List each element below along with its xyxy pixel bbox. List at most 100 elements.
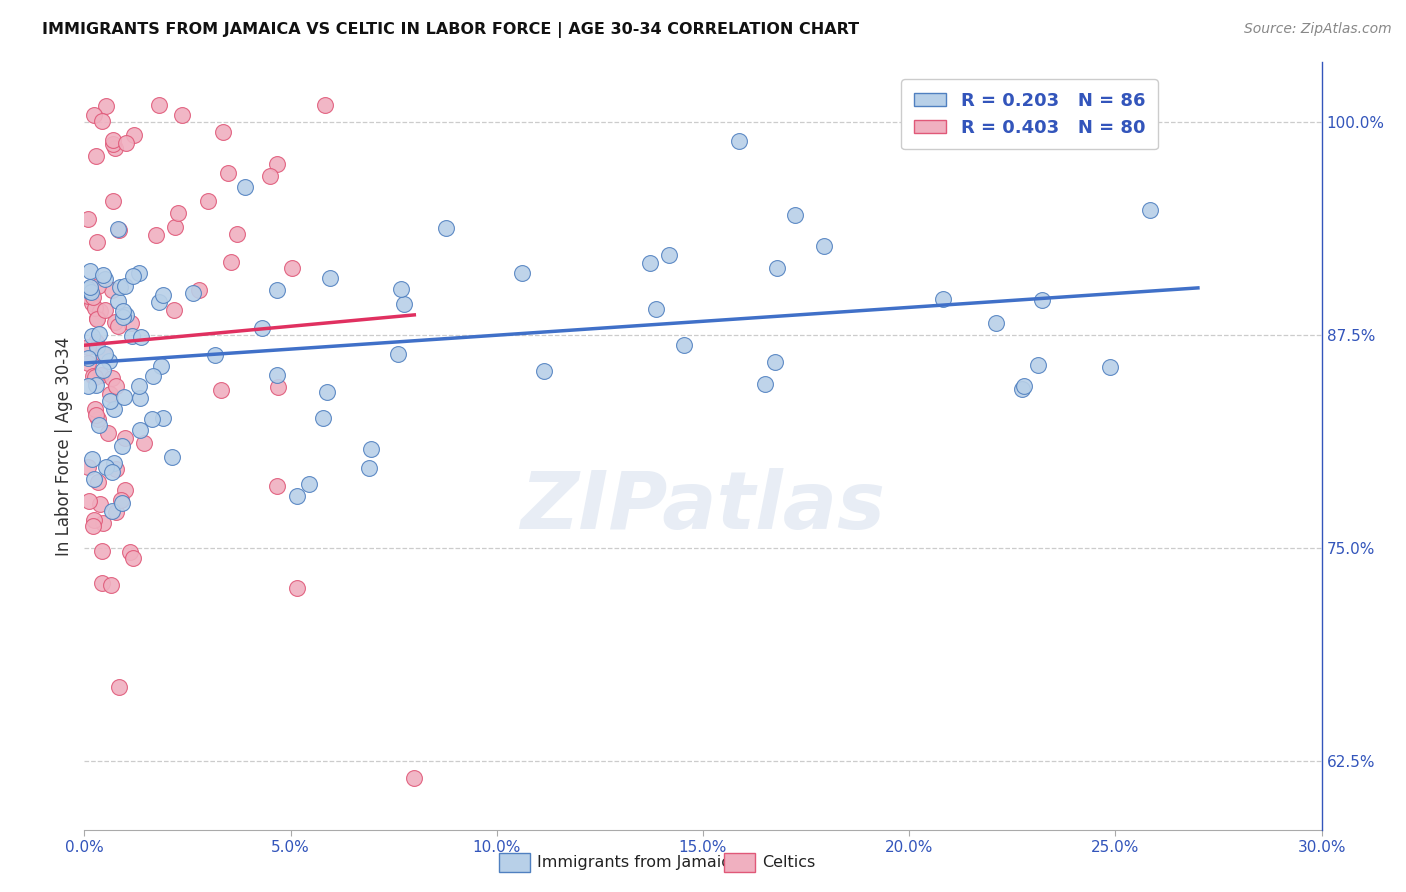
- Point: [148, 295, 170, 310]
- Point: [204, 348, 226, 362]
- Point: [87, 278, 110, 293]
- Point: [82, 518, 104, 533]
- Point: [285, 582, 308, 596]
- Point: [314, 98, 336, 112]
- Point: [121, 551, 143, 566]
- Point: [533, 364, 555, 378]
- Point: [197, 194, 219, 209]
- Point: [86, 475, 108, 490]
- Point: [94, 460, 117, 475]
- Point: [111, 304, 134, 318]
- Point: [83, 108, 105, 122]
- Point: [101, 194, 124, 208]
- Text: IMMIGRANTS FROM JAMAICA VS CELTIC IN LABOR FORCE | AGE 30-34 CORRELATION CHART: IMMIGRANTS FROM JAMAICA VS CELTIC IN LAB…: [42, 22, 859, 38]
- Point: [104, 315, 127, 329]
- Point: [98, 354, 121, 368]
- Point: [672, 338, 695, 352]
- Point: [93, 362, 115, 376]
- Point: [98, 387, 121, 401]
- Point: [404, 772, 426, 786]
- Point: [163, 220, 186, 235]
- Point: [221, 255, 243, 269]
- Point: [100, 283, 122, 297]
- Point: [266, 479, 288, 493]
- Point: [86, 311, 108, 326]
- Point: [387, 347, 409, 361]
- Point: [160, 450, 183, 464]
- Point: [209, 383, 232, 397]
- Point: [188, 283, 211, 297]
- Point: [984, 316, 1007, 330]
- Point: [434, 220, 457, 235]
- Point: [89, 497, 111, 511]
- Point: [163, 302, 186, 317]
- Point: [783, 208, 806, 222]
- Point: [91, 114, 114, 128]
- Point: [259, 169, 281, 183]
- Point: [77, 379, 100, 393]
- Point: [93, 268, 115, 283]
- Point: [97, 425, 120, 440]
- Point: [145, 228, 167, 243]
- Point: [104, 505, 127, 519]
- Point: [80, 328, 103, 343]
- Point: [183, 286, 205, 301]
- Point: [754, 376, 776, 391]
- Point: [141, 412, 163, 426]
- Point: [91, 516, 114, 531]
- Point: [103, 456, 125, 470]
- Point: [84, 149, 107, 163]
- Point: [266, 283, 288, 297]
- Point: [84, 334, 107, 349]
- Point: [148, 98, 170, 112]
- Point: [510, 266, 533, 280]
- Point: [107, 318, 129, 333]
- Point: [932, 293, 955, 307]
- Point: [89, 303, 111, 318]
- Point: [225, 227, 247, 241]
- Point: [77, 356, 100, 370]
- Point: [128, 266, 150, 280]
- Point: [392, 296, 415, 310]
- Point: [84, 301, 107, 315]
- Point: [90, 368, 112, 383]
- Point: [1098, 360, 1121, 375]
- Point: [108, 280, 131, 294]
- Point: [77, 284, 100, 298]
- Point: [100, 504, 122, 518]
- Point: [98, 394, 121, 409]
- Point: [112, 310, 135, 325]
- Point: [638, 256, 661, 270]
- Point: [77, 459, 100, 474]
- Point: [77, 494, 100, 508]
- Point: [100, 371, 122, 385]
- Point: [94, 346, 117, 360]
- Point: [266, 157, 288, 171]
- Point: [84, 408, 107, 422]
- Point: [114, 483, 136, 498]
- Point: [766, 260, 789, 275]
- Point: [728, 134, 751, 148]
- Y-axis label: In Labor Force | Age 30-34: In Labor Force | Age 30-34: [55, 336, 73, 556]
- Point: [79, 279, 101, 293]
- Point: [114, 279, 136, 293]
- Point: [315, 385, 337, 400]
- Point: [281, 261, 304, 276]
- Point: [1012, 379, 1035, 393]
- Point: [86, 411, 108, 425]
- Point: [107, 293, 129, 308]
- Point: [104, 141, 127, 155]
- Point: [285, 489, 308, 503]
- Point: [217, 166, 239, 180]
- Point: [142, 369, 165, 384]
- Point: [657, 247, 679, 261]
- Point: [105, 462, 128, 476]
- Point: [121, 268, 143, 283]
- Point: [87, 418, 110, 433]
- Point: [79, 264, 101, 278]
- Point: [172, 108, 194, 122]
- Point: [111, 495, 134, 509]
- Point: [108, 680, 131, 694]
- Point: [83, 472, 105, 486]
- Point: [86, 377, 108, 392]
